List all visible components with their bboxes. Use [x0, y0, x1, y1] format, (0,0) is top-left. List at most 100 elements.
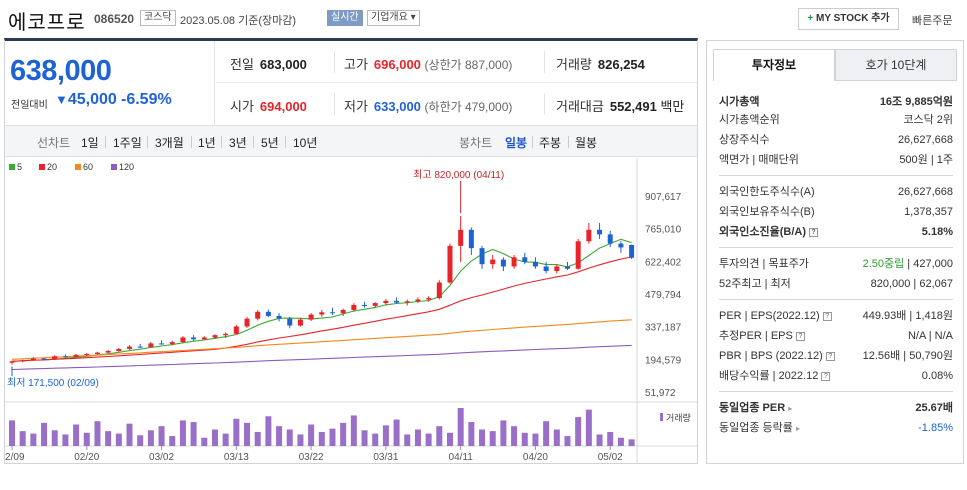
- volume-bar: [329, 428, 336, 446]
- volume-bar: [201, 437, 208, 446]
- candle-daily[interactable]: 일봉: [505, 136, 528, 150]
- period-1y[interactable]: 1년: [198, 136, 216, 150]
- y-tick-label: 479,794: [645, 290, 682, 301]
- candle-body: [394, 300, 400, 303]
- volume-label: 거래량: [666, 412, 691, 423]
- candle-body: [244, 318, 250, 327]
- candle-body: [105, 350, 111, 353]
- candle-body: [543, 266, 549, 272]
- period-1d[interactable]: 1일: [81, 136, 99, 150]
- help-icon[interactable]: ?: [822, 312, 832, 321]
- price-change-pct: -6.59%: [121, 91, 172, 108]
- volume-bar: [147, 430, 154, 446]
- volume-bar: [553, 429, 560, 446]
- candle-body: [511, 257, 517, 267]
- volume-bar: [479, 429, 486, 446]
- stats-row-1: 전일 683,000 고가 696,000 (상한가 887,000) 거래량 826…: [216, 41, 697, 83]
- period-10y[interactable]: 10년: [293, 136, 318, 150]
- candle-body: [522, 257, 528, 262]
- candle-body: [468, 229, 474, 249]
- peer-rate-row[interactable]: 동일업종 등락률 ▸ -1.85%: [719, 422, 953, 434]
- candle-body: [255, 311, 261, 319]
- ma-5-line: [11, 238, 632, 362]
- period-3m[interactable]: 3개월: [155, 136, 184, 150]
- tab-investment-info[interactable]: 투자정보: [713, 49, 835, 81]
- candle-body: [169, 342, 175, 344]
- ma-60-line: [11, 319, 632, 360]
- candle-weekly[interactable]: 주봉: [539, 136, 562, 150]
- high-price: 고가 696,000 (상한가 887,000): [344, 57, 513, 72]
- help-icon[interactable]: ?: [825, 352, 835, 361]
- volume-bar: [211, 429, 218, 446]
- foreign-limit-row: 외국인한도주식수(A) 26,627,668: [719, 186, 953, 198]
- low-price: 저가 633,000 (하한가 479,000): [344, 99, 513, 114]
- volume-bar: [446, 432, 453, 446]
- candle-body: [223, 333, 229, 336]
- par-row: 액면가 | 매매단위 500원 | 1주: [719, 154, 953, 166]
- trade-amount: 거래대금 552,491 백만: [556, 99, 685, 114]
- stock-header: 에코프로 086520 코스닥 2023.05.08 기준(장마감) 실시간 기…: [0, 0, 967, 36]
- quick-order-link[interactable]: 빠른주문: [912, 15, 953, 27]
- y-tick-label: 51,972: [645, 388, 676, 399]
- legend-swatch: [75, 164, 81, 170]
- candle-body: [436, 282, 442, 299]
- help-icon[interactable]: ?: [795, 332, 805, 341]
- foreign-hold-row: 외국인보유주식수(B) 1,378,357: [719, 206, 953, 218]
- volume-bar: [575, 417, 582, 446]
- volume-bar: [126, 423, 133, 446]
- volume-bar: [500, 420, 507, 446]
- candle-body: [351, 304, 357, 310]
- volume-bar: [425, 433, 432, 446]
- period-5y[interactable]: 5년: [261, 136, 279, 150]
- peer-per-row[interactable]: 동일업종 PER ▸ 25.67배: [719, 402, 953, 414]
- candle-body: [265, 311, 271, 316]
- candle-body: [201, 337, 207, 340]
- info-tabs: 투자정보 호가 10단계: [713, 49, 957, 81]
- current-price-box: 638,000 전일대비 ▼45,000 -6.59%: [5, 41, 215, 125]
- market-cap-row: 시가총액 16조 9,885억원: [719, 96, 953, 108]
- company-info-label: 기업개요: [371, 12, 408, 23]
- candle-body: [84, 353, 90, 355]
- period-1w[interactable]: 1주일: [113, 136, 142, 150]
- candle-body: [94, 352, 100, 354]
- volume-bar: [297, 434, 304, 446]
- volume-bar: [350, 415, 357, 446]
- est-per-row: 추정PER | EPS ? N/A | N/A: [719, 330, 953, 342]
- volume-bar: [286, 429, 293, 446]
- period-3y[interactable]: 3년: [229, 136, 247, 150]
- down-triangle-icon: ▼: [55, 92, 68, 107]
- candle-body: [554, 266, 560, 272]
- current-price: 638,000: [10, 55, 112, 87]
- x-tick-label: 05/02: [598, 452, 623, 463]
- candle-body: [575, 241, 581, 269]
- investment-info-panel: 투자정보 호가 10단계 시가총액 16조 9,885억원 시가총액순위 코스닥 2…: [706, 40, 964, 464]
- candle-body: [500, 259, 506, 267]
- help-icon[interactable]: ?: [821, 372, 831, 381]
- x-tick-label: 04/11: [449, 452, 474, 463]
- volume: 거래량 826,254: [556, 57, 645, 72]
- candle-body: [287, 318, 293, 326]
- candle-body: [52, 356, 58, 360]
- legend-label: 5: [17, 162, 22, 172]
- add-mystock-button[interactable]: + MY STOCK 추가: [798, 8, 899, 30]
- candle-body: [607, 234, 613, 244]
- volume-bar: [83, 432, 90, 446]
- candlestick-chart[interactable]: 5 20 60 120 907,617 765,010 622,402 479,794 337,…: [5, 158, 697, 464]
- volume-bar: [457, 408, 464, 446]
- plus-icon: +: [807, 13, 814, 24]
- candle-body: [20, 360, 26, 362]
- tab-order-book[interactable]: 호가 10단계: [835, 49, 957, 81]
- candle-body: [629, 244, 635, 258]
- volume-bar: [414, 429, 421, 446]
- realtime-button[interactable]: 실시간: [327, 10, 363, 26]
- candle-body: [116, 348, 122, 351]
- per-row: PER | EPS(2022.12) ? 449.93배 | 1,418원: [719, 310, 953, 322]
- help-icon[interactable]: ?: [809, 228, 819, 237]
- company-info-dropdown[interactable]: 기업개요 ▾: [367, 10, 420, 26]
- cap-rank-row: 시가총액순위 코스닥 2위: [719, 114, 953, 126]
- y-tick-label: 194,579: [645, 355, 682, 366]
- price-change: ▼45,000: [55, 91, 117, 109]
- candle-monthly[interactable]: 월봉: [575, 136, 598, 150]
- candle-body: [340, 309, 346, 314]
- volume-bar: [617, 437, 624, 446]
